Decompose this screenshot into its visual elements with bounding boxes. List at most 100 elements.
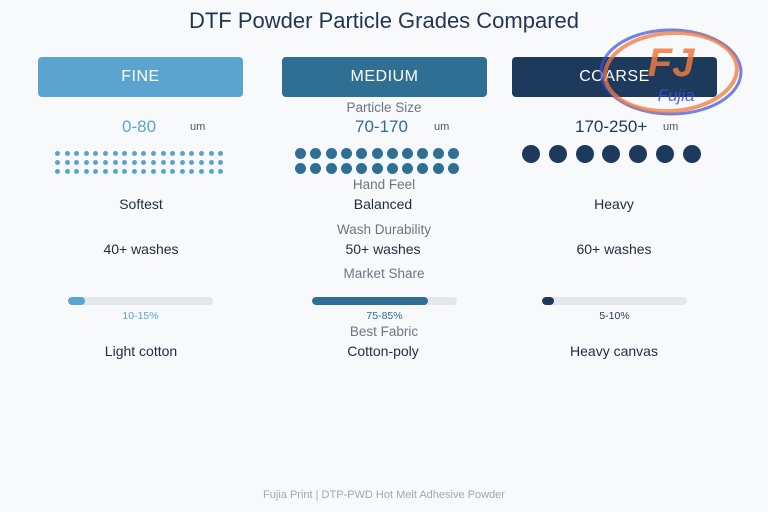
particle-dot: [103, 169, 108, 174]
particle-dot: [208, 169, 214, 174]
grade-header-fine: FINE: [38, 57, 243, 97]
grade-header-coarse: COARSE: [512, 57, 717, 97]
particle-dot: [83, 160, 89, 165]
particle-dot: [170, 151, 176, 156]
particle-dot: [112, 151, 118, 156]
wash-durability-fine: 40+ washes: [103, 241, 179, 257]
particle-dot: [295, 163, 306, 174]
particle-dot: [548, 145, 567, 163]
particle-dot: [199, 169, 204, 174]
particle-dot: [64, 151, 70, 156]
particle-dot: [93, 151, 99, 156]
particle-dot: [218, 169, 224, 174]
particle-dot: [160, 169, 166, 174]
logo-ring-blue: [599, 28, 743, 116]
particle-size-coarse: 170-250+: [575, 117, 648, 136]
particle-size-unit-coarse: um: [663, 121, 679, 133]
particle-dot: [208, 151, 214, 156]
particle-dot: [131, 151, 137, 156]
particle-dot: [310, 163, 322, 174]
section-label-best-fabric: Best Fabric: [349, 324, 419, 339]
market-share-fill-coarse: [542, 297, 554, 305]
particle-dot: [189, 151, 195, 156]
market-share-bar-fine: [68, 297, 213, 305]
market-share-bar-medium: [312, 297, 457, 305]
footer-credit: Fujia Print | DTP-PWD Hot Melt Adhesive …: [263, 489, 505, 501]
particle-dot: [189, 169, 195, 174]
particle-size-fine: 0-80: [122, 117, 157, 136]
particle-dot: [160, 160, 166, 165]
particle-dot: [682, 145, 701, 163]
particle-dot: [402, 148, 414, 159]
particle-dot: [112, 160, 118, 165]
logo-ring-orange: [603, 30, 739, 114]
best-fabric-fine: Light cotton: [104, 343, 178, 359]
section-label-hand-feel: Hand Feel: [352, 177, 416, 192]
market-share-fill-medium: [312, 297, 428, 305]
section-label-wash-durability: Wash Durability: [336, 222, 432, 237]
particle-dot: [417, 148, 429, 159]
particle-dot: [103, 160, 108, 165]
market-share-label-medium: 75-85%: [366, 310, 403, 322]
particle-dot: [179, 169, 185, 174]
particle-dot: [55, 151, 60, 156]
particle-dot: [199, 160, 204, 165]
logo-name: Fujia: [658, 86, 695, 105]
particle-dot: [340, 163, 352, 174]
particle-dot: [575, 145, 594, 163]
hand-feel-medium: Balanced: [353, 196, 413, 212]
particle-dot: [151, 160, 156, 165]
wash-durability-medium: 50+ washes: [345, 241, 421, 257]
particle-dot: [93, 169, 99, 174]
particle-dot: [122, 160, 128, 165]
particle-dot: [386, 163, 398, 174]
particle-dot: [386, 148, 398, 159]
particle-size-unit-fine: um: [190, 121, 206, 133]
particle-dot: [151, 151, 156, 156]
hand-feel-coarse: Heavy: [594, 196, 634, 212]
particle-dot: [55, 160, 60, 165]
particle-size-unit-medium: um: [434, 121, 450, 133]
particle-dot: [325, 163, 337, 174]
particle-dot: [74, 160, 80, 165]
hand-feel-fine: Softest: [119, 196, 163, 212]
particle-dot: [656, 145, 674, 163]
section-label-market-share: Market Share: [343, 266, 425, 281]
particle-dot: [141, 160, 147, 165]
particle-dot: [103, 151, 108, 156]
particle-dot: [199, 151, 204, 156]
particle-dot: [356, 163, 368, 174]
particle-dot: [141, 169, 147, 174]
particle-dot: [179, 151, 185, 156]
particle-dot: [310, 148, 322, 159]
particle-dot: [112, 169, 118, 174]
particle-dot: [325, 148, 337, 159]
particle-size-medium: 70-170: [355, 117, 408, 136]
market-share-fill-fine: [68, 297, 86, 305]
particle-dot: [64, 160, 70, 165]
particle-dot: [74, 169, 80, 174]
logo-mark: FJ: [648, 41, 695, 85]
particle-dot: [371, 163, 383, 174]
best-fabric-coarse: Heavy canvas: [570, 343, 658, 359]
particle-dot: [340, 148, 352, 159]
particle-dot: [189, 160, 195, 165]
particle-dot: [629, 145, 648, 163]
particle-dot: [83, 169, 89, 174]
best-fabric-medium: Cotton-poly: [347, 343, 419, 359]
particle-dot: [179, 160, 185, 165]
particle-dot: [74, 151, 80, 156]
particle-dot: [170, 169, 176, 174]
particle-dot: [356, 148, 368, 159]
page-title: DTF Powder Particle Grades Compared: [188, 8, 580, 33]
particle-dot: [432, 163, 444, 174]
particle-dot: [218, 151, 224, 156]
market-share-label-coarse: 5-10%: [599, 310, 630, 322]
particle-dot: [295, 148, 306, 159]
particle-dot: [432, 148, 444, 159]
grade-header-medium: MEDIUM: [282, 57, 487, 97]
particle-dot: [160, 151, 166, 156]
particle-dot: [602, 145, 621, 163]
particle-dot: [122, 151, 128, 156]
particle-dot: [64, 169, 70, 174]
